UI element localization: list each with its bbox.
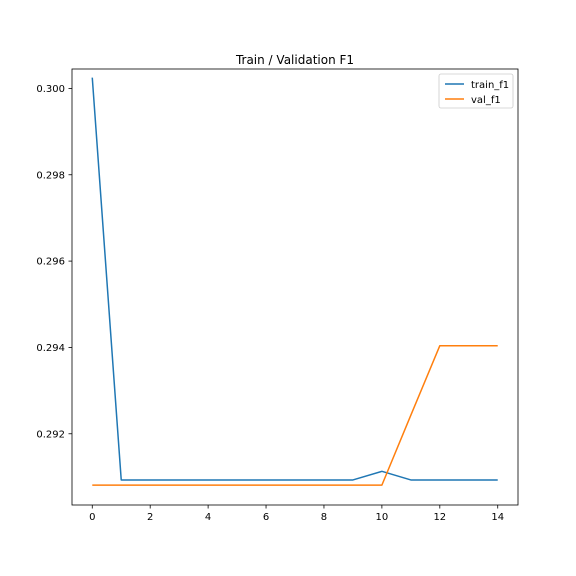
x-tick-label: 2 xyxy=(147,512,153,523)
y-tick-label: 0.296 xyxy=(36,257,65,268)
plot-frame xyxy=(71,68,519,506)
axes xyxy=(71,68,519,506)
legend-label-train-f1: train_f1 xyxy=(471,80,509,91)
legend: train_f1 val_f1 xyxy=(438,73,514,109)
y-tick-label: 0.292 xyxy=(36,429,65,440)
ticks: 0 2 4 6 8 10 12 14 0.292 0.294 0.296 0.298 0.300 xyxy=(36,84,504,523)
x-tick-label: 4 xyxy=(205,512,211,523)
x-tick-label: 8 xyxy=(321,512,327,523)
x-tick-label: 12 xyxy=(433,512,446,523)
y-tick-label: 0.298 xyxy=(36,170,65,181)
y-tick-label: 0.294 xyxy=(36,343,65,354)
series-layer xyxy=(91,77,498,486)
series-line-train-f1 xyxy=(91,77,498,481)
x-tick-label: 6 xyxy=(263,512,269,523)
x-tick-label: 0 xyxy=(89,512,95,523)
legend-label-val-f1: val_f1 xyxy=(471,95,501,106)
x-tick-label: 14 xyxy=(491,512,504,523)
x-tick-label: 10 xyxy=(376,512,389,523)
chart-title: Train / Validation F1 xyxy=(235,53,354,67)
series-line-val-f1 xyxy=(92,344,498,486)
y-tick-label: 0.300 xyxy=(36,84,65,95)
